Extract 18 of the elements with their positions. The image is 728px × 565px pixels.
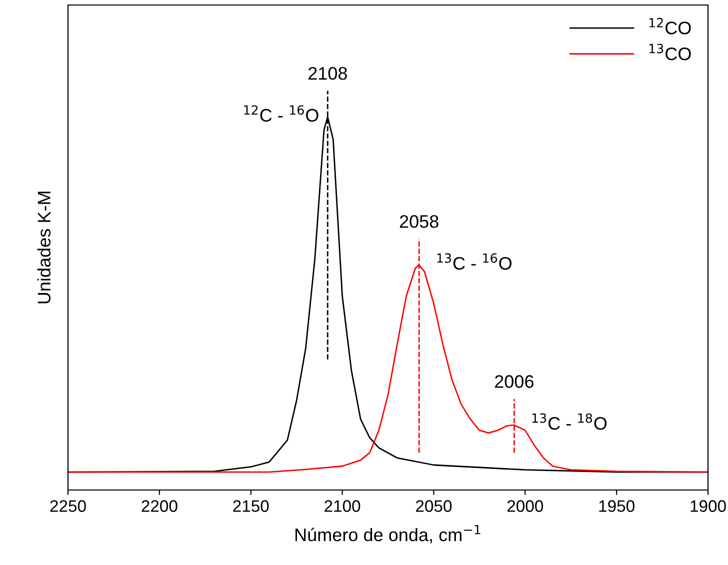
x-tick-label: 2150 <box>233 500 269 512</box>
ref-line-label: 2108 <box>308 66 347 80</box>
x-tick-label: 1900 <box>690 500 726 512</box>
ref-line-label: 2058 <box>400 215 438 228</box>
annotation: $^{13}$C - $^{16}$O <box>437 253 512 270</box>
legend-label: $^{12}$CO <box>649 18 691 34</box>
x-tick-label: 2250 <box>50 500 86 512</box>
legend-label: $^{13}$CO <box>649 44 691 60</box>
ref-line-label: 2006 <box>495 375 534 388</box>
x-tick-label: 2200 <box>142 500 178 512</box>
x-axis-title: Número de onda, cm$^{−1}$ <box>296 524 480 544</box>
annotation: $^{13}$C - $^{18}$O <box>532 413 607 430</box>
annotation: $^{12}$C - $^{16}$O <box>244 105 318 122</box>
y-axis-title: Unidades K-M <box>37 192 51 304</box>
x-tick-label: 2000 <box>507 500 544 512</box>
x-tick-label: 2100 <box>324 500 360 512</box>
x-tick-label: 1950 <box>599 500 634 512</box>
x-tick-label: 2050 <box>416 500 452 512</box>
